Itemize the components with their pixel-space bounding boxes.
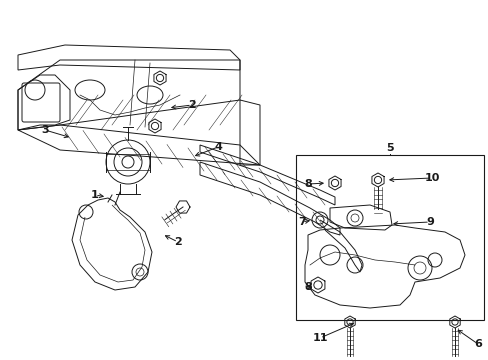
Text: 1: 1 xyxy=(91,190,99,200)
Text: 7: 7 xyxy=(298,217,305,227)
Text: 3: 3 xyxy=(41,125,49,135)
Text: 8: 8 xyxy=(304,282,311,292)
Text: 5: 5 xyxy=(386,143,393,153)
Text: 9: 9 xyxy=(425,217,433,227)
Bar xyxy=(295,155,483,320)
Text: 2: 2 xyxy=(188,100,196,110)
Text: 11: 11 xyxy=(312,333,327,343)
Text: 2: 2 xyxy=(174,237,182,247)
Text: 6: 6 xyxy=(473,339,481,349)
Text: 10: 10 xyxy=(424,173,439,183)
Text: 8: 8 xyxy=(304,179,311,189)
Text: 4: 4 xyxy=(214,142,222,152)
